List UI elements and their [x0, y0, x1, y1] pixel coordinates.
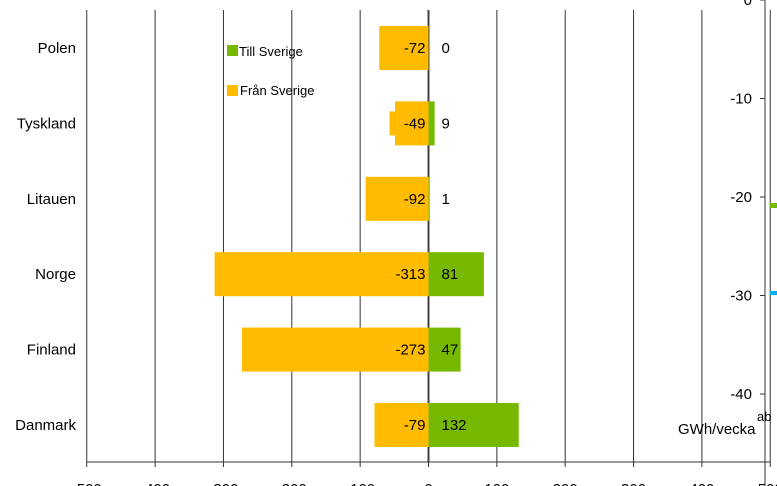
data-label-box: [389, 111, 428, 136]
data-label-till-sverige: 81: [442, 266, 459, 283]
right-y-tick-label: -40: [730, 386, 752, 403]
data-label-till-sverige: 0: [442, 40, 450, 57]
right-y-tick-label: -30: [730, 288, 752, 305]
x-tick-label: 0: [424, 481, 432, 486]
x-tick-label: 500: [758, 481, 777, 486]
data-label-fran-sverige: -79: [404, 417, 426, 434]
bar-till-sverige: [428, 176, 430, 221]
data-label-fran-sverige: -313: [395, 266, 425, 283]
category-label: Norge: [35, 266, 76, 283]
x-tick-label: -400: [140, 481, 170, 486]
legend-label-fran-sverige: Från Sverige: [240, 83, 314, 98]
series-marker-green: [770, 203, 777, 208]
series-marker-blue: [770, 291, 777, 295]
category-label: Litauen: [27, 191, 76, 208]
category-label: Finland: [27, 342, 76, 359]
category-label: Tyskland: [17, 115, 76, 132]
data-label-fran-sverige: -72: [404, 40, 426, 57]
category-label: Danmark: [15, 417, 76, 434]
data-label-box: [389, 36, 428, 60]
legend-swatch-till-sverige: [227, 45, 238, 56]
data-label-fran-sverige: -273: [395, 342, 425, 359]
bar-till-sverige: [428, 403, 519, 447]
right-y-tick-label: -20: [730, 189, 752, 206]
x-tick-label: -200: [277, 481, 307, 486]
data-label-box: [389, 413, 428, 437]
x-tick-label: 100: [484, 481, 509, 486]
data-label-box: [389, 337, 428, 362]
data-label-till-sverige: 9: [442, 115, 450, 132]
data-label-box: [389, 262, 428, 287]
data-label-till-sverige: 132: [442, 417, 467, 434]
unit-label: GWh/vecka: [678, 421, 756, 438]
x-tick-label: -100: [345, 481, 375, 486]
category-labels: Polen Tyskland Litauen Norge Finland Danmark: [15, 40, 76, 434]
data-label-fran-sverige: -49: [404, 115, 426, 132]
data-label-till-sverige: 47: [442, 342, 459, 359]
legend-swatch-fran-sverige: [227, 85, 238, 96]
category-label: Polen: [38, 40, 76, 57]
clipped-label: ab: [757, 409, 771, 424]
bars: -72 0 -49 9 -92 1 -313 81 -273 47 -79 132: [214, 26, 519, 447]
bar-till-sverige: [428, 252, 484, 297]
x-tick-label: -300: [208, 481, 238, 486]
legend-label-till-sverige: Till Sverige: [239, 44, 303, 59]
right-y-tick-label: 0: [744, 0, 752, 9]
bar-till-sverige: [428, 327, 461, 372]
x-tick-label: 300: [621, 481, 646, 486]
data-label-fran-sverige: -92: [404, 191, 426, 208]
x-tick-labels: -500 -400 -300 -200 -100 0 100 200 300 400 500: [72, 481, 777, 486]
grid-lines: [86, 10, 771, 467]
data-label-till-sverige: 1: [442, 191, 450, 208]
legend: Till Sverige Från Sverige: [227, 44, 314, 98]
data-label-box: [389, 186, 428, 211]
x-tick-label: 400: [689, 481, 714, 486]
x-tick-label: -500: [72, 481, 102, 486]
right-y-tick-label: -10: [730, 91, 752, 108]
x-tick-label: 200: [553, 481, 578, 486]
bar-till-sverige: [428, 101, 435, 146]
